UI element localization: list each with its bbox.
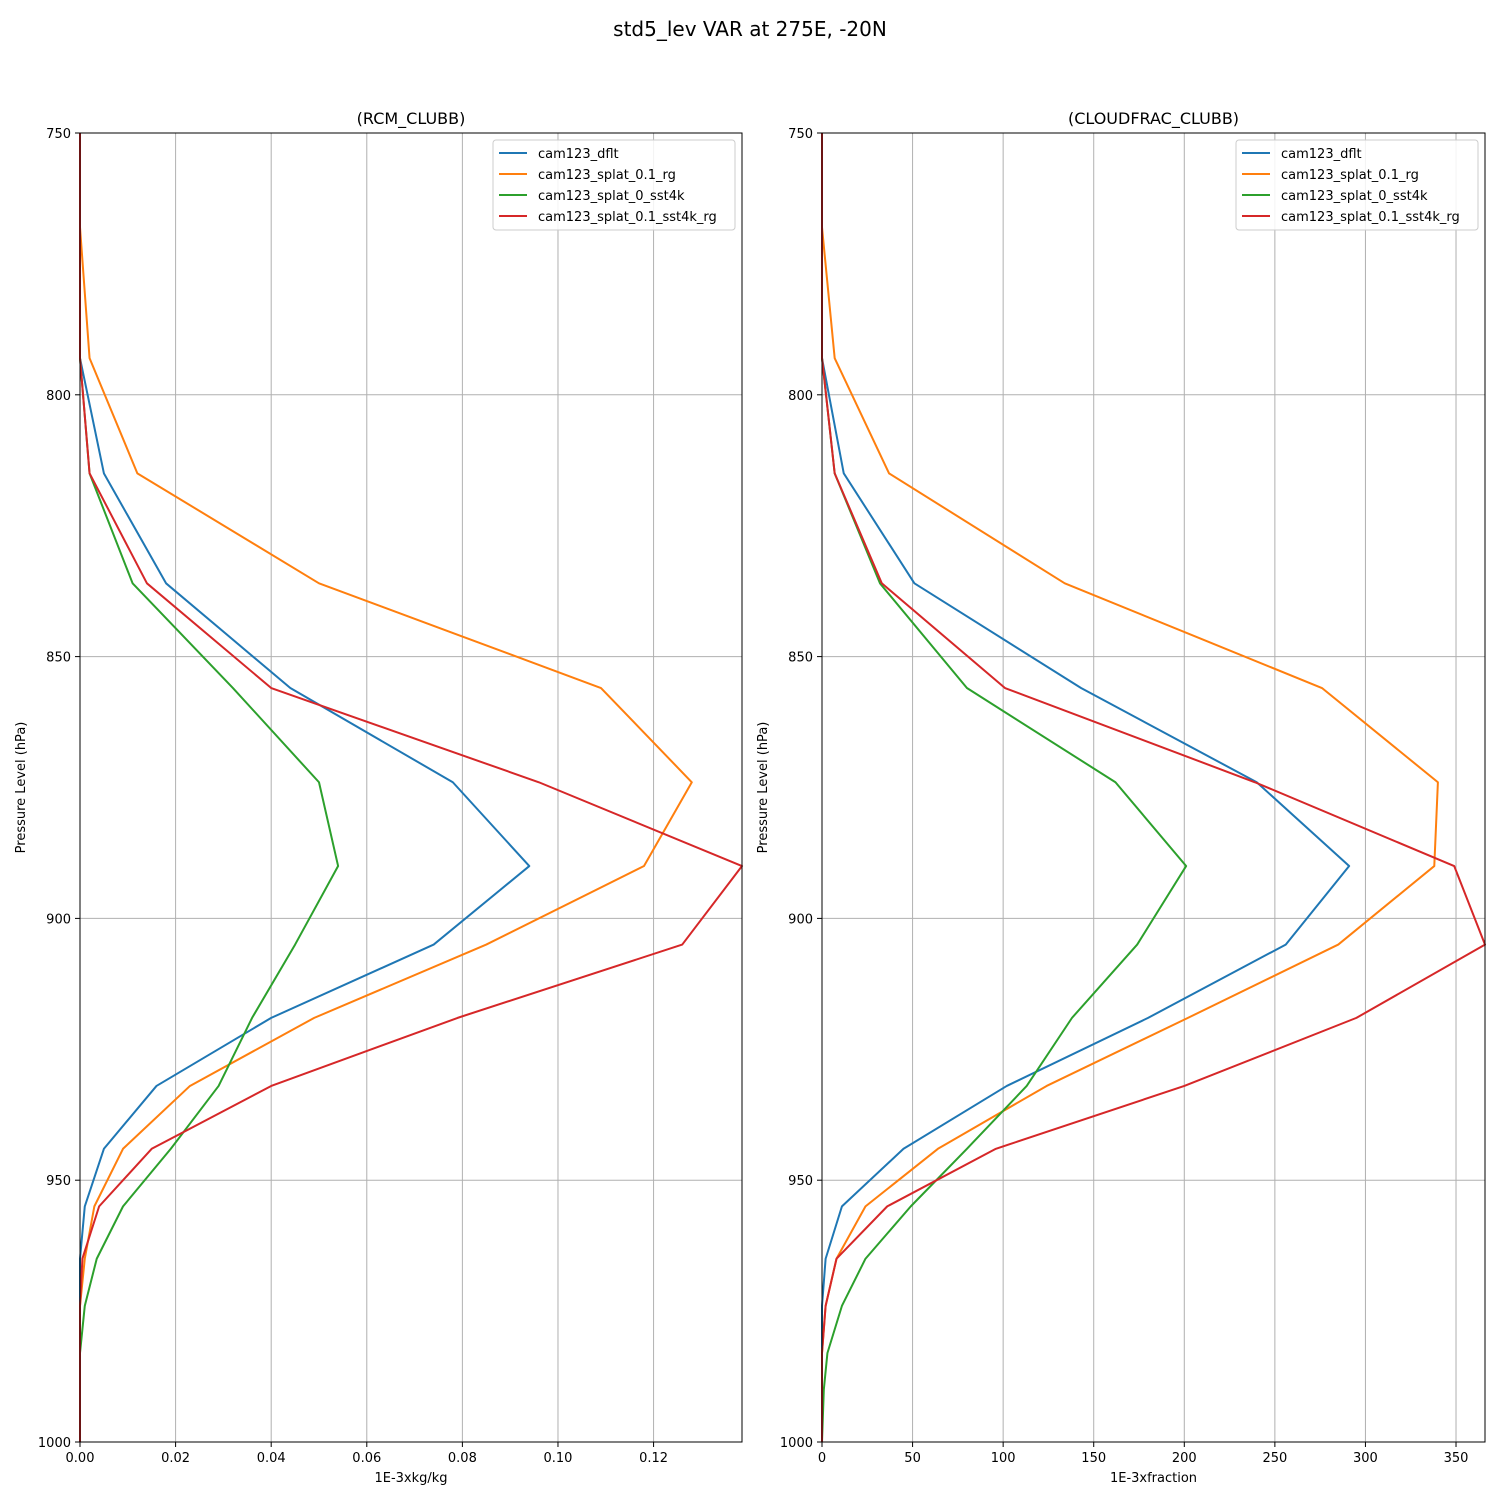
y-axis-label: Pressure Level (hPa): [756, 722, 771, 854]
y-tick-label: 750: [46, 127, 71, 142]
legend-label-cam123-splat-0-1-rg: cam123_splat_0.1_rg: [538, 168, 676, 183]
x-tick-label: 0.08: [448, 1451, 477, 1466]
series-line-cam123-splat-0-sst4k: [79, 133, 340, 1442]
y-tick-label: 950: [788, 1174, 813, 1189]
legend-label-cam123-splat-0-sst4k: cam123_splat_0_sst4k: [1281, 189, 1428, 204]
x-tick-label: 200: [1172, 1451, 1197, 1466]
legend: cam123_dflt cam123_splat_0.1_rg cam123_spl…: [492, 139, 736, 231]
legend: cam123_dflt cam123_splat_0.1_rg cam123_spl…: [1235, 139, 1479, 231]
x-tick-label: 150: [1081, 1451, 1106, 1466]
legend-label-cam123-splat-0-sst4k: cam123_splat_0_sst4k: [538, 189, 685, 204]
panel-cloudfrac-clubb: 0 50 100 150 200 250 300 350 750 800 850 900 950 1000…: [756, 109, 1486, 1486]
series-line-cam123-splat-0-1-sst4k-rg: [821, 133, 1486, 1442]
panel-title: (RCM_CLUBB): [357, 109, 466, 129]
series-line-cam123-dflt: [821, 133, 1351, 1442]
plot-frame: [79, 132, 743, 1443]
x-tick-label: 0.00: [66, 1451, 95, 1466]
legend-label-cam123-splat-0-1-sst4k-rg: cam123_splat_0.1_sst4k_rg: [1281, 210, 1460, 225]
plot-frame: [821, 132, 1486, 1443]
series-line-cam123-splat-0-1-sst4k-rg: [79, 133, 743, 1442]
x-axis-label: 1E-3xkg/kg: [374, 1471, 447, 1486]
x-tick-label: 250: [1262, 1451, 1287, 1466]
figure-title: std5_lev VAR at 275E, -20N: [613, 17, 887, 41]
series-line-cam123-splat-0-1-rg: [821, 133, 1439, 1442]
series-line-cam123-splat-0-sst4k: [821, 133, 1188, 1443]
x-tick-label: 0.02: [161, 1451, 190, 1466]
legend-box: [1235, 139, 1479, 231]
x-tick-label: 0.10: [544, 1451, 573, 1466]
x-tick-label: 0.06: [352, 1451, 381, 1466]
panel-rcm-clubb: 0.00 0.02 0.04 0.06 0.08 0.10 0.12 750 800 850 900…: [14, 109, 743, 1486]
x-axis-label: 1E-3xfraction: [1110, 1471, 1197, 1486]
y-tick-label: 900: [46, 912, 71, 927]
x-tick-label: 350: [1444, 1451, 1469, 1466]
y-axis-label: Pressure Level (hPa): [14, 722, 29, 854]
y-tick-label: 950: [46, 1174, 71, 1189]
legend-label-cam123-splat-0-1-sst4k-rg: cam123_splat_0.1_sst4k_rg: [538, 210, 717, 225]
x-tick-label: 0.04: [257, 1451, 286, 1466]
x-tick-label: 0: [818, 1451, 826, 1466]
panel-title: (CLOUDFRAC_CLUBB): [1068, 109, 1239, 129]
legend-label-cam123-splat-0-1-rg: cam123_splat_0.1_rg: [1281, 168, 1419, 183]
x-tick-label: 0.12: [639, 1451, 668, 1466]
x-tick-label: 300: [1353, 1451, 1378, 1466]
y-tick-label: 1000: [38, 1436, 71, 1451]
y-tick-label: 850: [46, 651, 71, 666]
legend-label-cam123-dflt: cam123_dflt: [1281, 147, 1362, 162]
y-tick-label: 850: [788, 651, 813, 666]
x-tick-label: 100: [991, 1451, 1016, 1466]
y-tick-label: 900: [788, 912, 813, 927]
y-tick-label: 800: [788, 389, 813, 404]
series-line-cam123-splat-0-1-rg: [79, 133, 693, 1442]
legend-box: [492, 139, 736, 231]
y-tick-label: 750: [788, 127, 813, 142]
y-tick-label: 1000: [780, 1436, 813, 1451]
legend-label-cam123-dflt: cam123_dflt: [538, 147, 619, 162]
y-tick-label: 800: [46, 389, 71, 404]
x-tick-label: 50: [904, 1451, 921, 1466]
